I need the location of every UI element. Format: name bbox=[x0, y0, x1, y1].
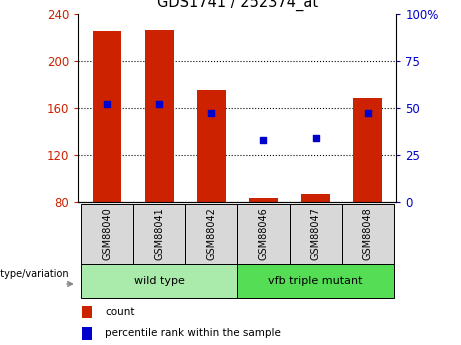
Text: GSM88047: GSM88047 bbox=[311, 207, 321, 260]
Point bbox=[103, 101, 111, 107]
Bar bbox=[145, 30, 173, 202]
Text: vfb triple mutant: vfb triple mutant bbox=[268, 276, 363, 286]
Bar bbox=[82, 327, 92, 339]
Bar bbox=[342, 204, 394, 264]
Bar bbox=[82, 306, 92, 318]
Bar bbox=[133, 204, 185, 264]
Point bbox=[260, 137, 267, 142]
Bar bbox=[249, 198, 278, 202]
Title: GDS1741 / 252374_at: GDS1741 / 252374_at bbox=[157, 0, 318, 11]
Bar bbox=[354, 98, 382, 202]
Bar bbox=[81, 204, 133, 264]
Text: GSM88041: GSM88041 bbox=[154, 207, 164, 260]
Bar bbox=[93, 31, 121, 202]
Point bbox=[364, 111, 372, 116]
Text: genotype/variation: genotype/variation bbox=[0, 269, 69, 278]
Bar bbox=[290, 204, 342, 264]
Text: wild type: wild type bbox=[134, 276, 185, 286]
Bar bbox=[301, 194, 330, 202]
Text: count: count bbox=[106, 307, 135, 317]
Text: percentile rank within the sample: percentile rank within the sample bbox=[106, 328, 281, 338]
Text: GSM88040: GSM88040 bbox=[102, 207, 112, 260]
Bar bbox=[185, 204, 237, 264]
Text: GSM88046: GSM88046 bbox=[259, 207, 268, 260]
Text: GSM88042: GSM88042 bbox=[207, 207, 216, 260]
Bar bbox=[237, 204, 290, 264]
Bar bbox=[197, 90, 226, 202]
Bar bbox=[81, 264, 237, 298]
Bar bbox=[237, 264, 394, 298]
Text: GSM88048: GSM88048 bbox=[363, 207, 373, 260]
Point bbox=[207, 111, 215, 116]
Point bbox=[155, 101, 163, 107]
Point bbox=[312, 135, 319, 141]
